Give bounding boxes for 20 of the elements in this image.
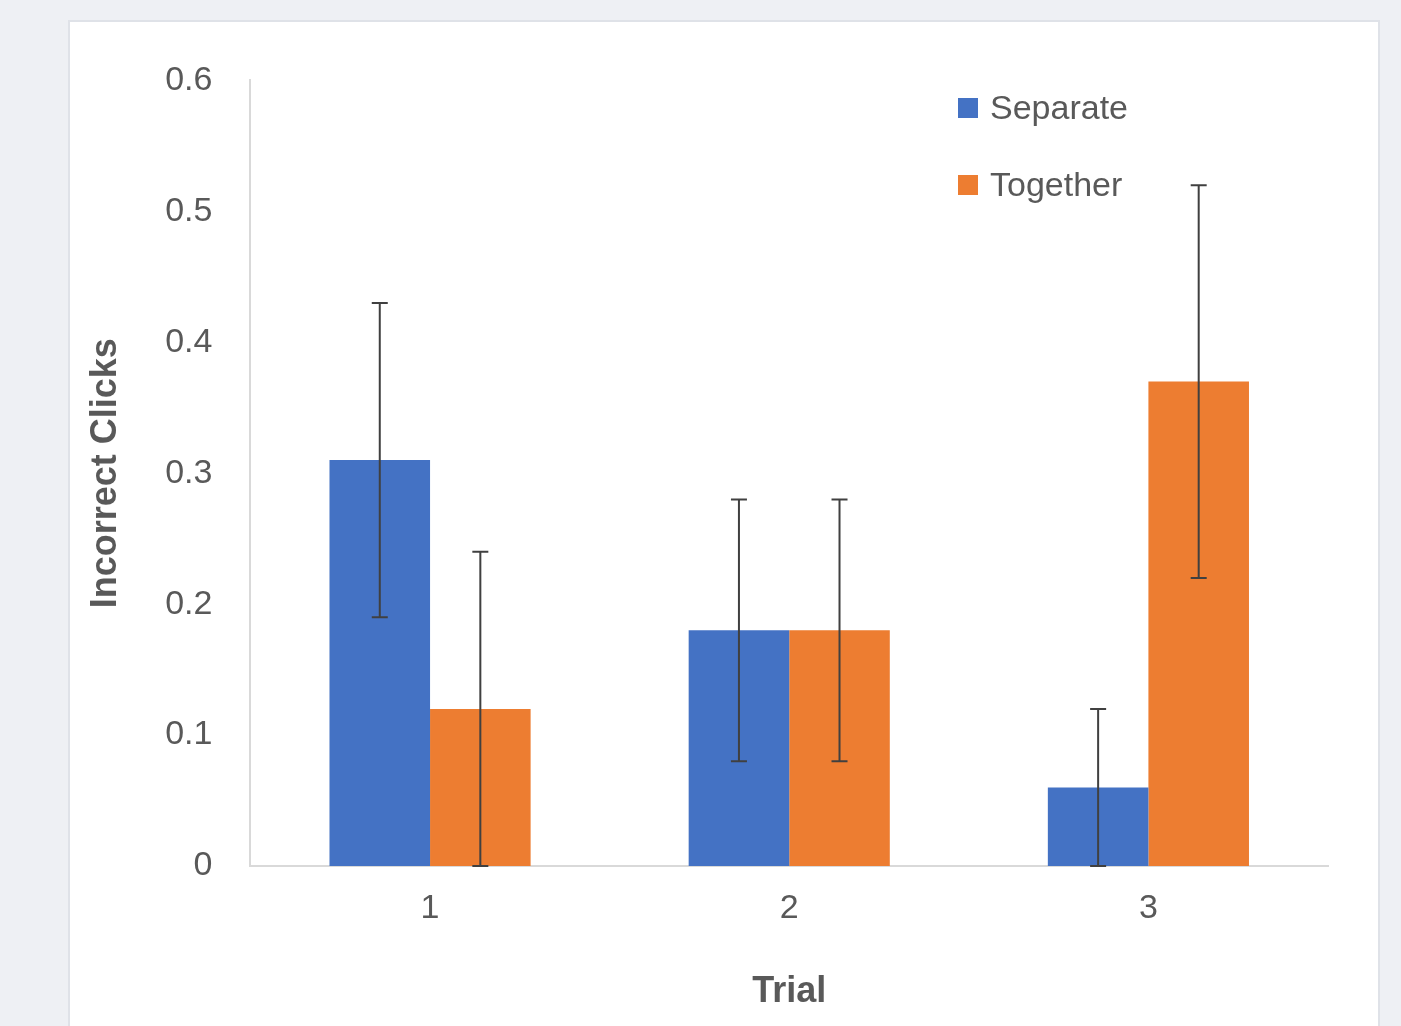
x-tick-label: 2 xyxy=(779,886,799,925)
bar xyxy=(329,460,431,866)
legend-label: Separate xyxy=(990,88,1128,127)
y-tick-label: 0.3 xyxy=(165,451,213,490)
y-tick-label: 0.5 xyxy=(165,189,213,228)
y-tick-label: 0.1 xyxy=(165,713,213,752)
bar xyxy=(789,630,890,866)
y-tick-label: 0 xyxy=(193,844,213,883)
y-tick-label: 0.4 xyxy=(165,320,213,359)
x-tick-label: 1 xyxy=(420,886,440,925)
x-tick-label: 3 xyxy=(1138,886,1158,925)
bar xyxy=(688,630,790,866)
y-tick-label: 0.2 xyxy=(165,582,213,621)
bar xyxy=(1047,787,1149,866)
x-axis-title: Trial xyxy=(752,969,827,1011)
y-tick-label: 0.6 xyxy=(165,58,213,97)
y-axis-title: Incorrect Clicks xyxy=(82,338,124,609)
bar xyxy=(430,708,531,866)
legend-label: Together xyxy=(990,165,1123,204)
bar xyxy=(1148,381,1249,866)
